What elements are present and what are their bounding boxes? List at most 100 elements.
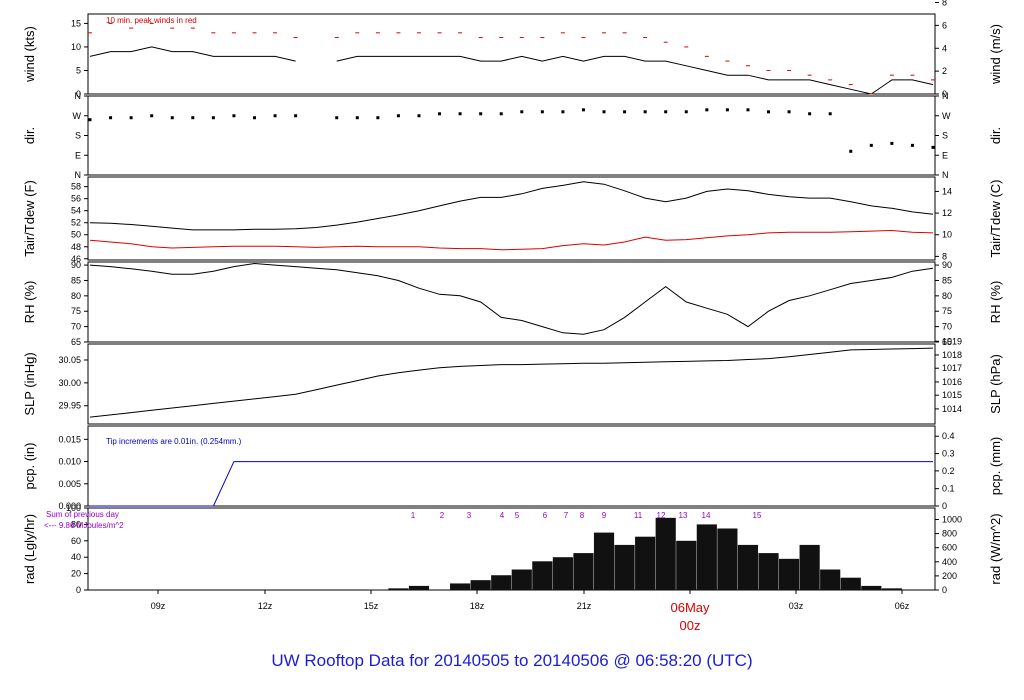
direction-point [479, 112, 483, 116]
left-tick-label: 15 [71, 18, 81, 28]
right-tick-label: 85 [942, 275, 952, 285]
left-tick-label: 80 [71, 519, 81, 529]
right-tick-label: 0.2 [942, 466, 955, 476]
x-tick-label: 21z [577, 601, 592, 611]
left-tick-label: 52 [71, 218, 81, 228]
hour-mark: 13 [679, 511, 688, 520]
ylabel-right: pcp. (mm) [988, 437, 1003, 496]
hour-mark: 2 [440, 511, 445, 520]
direction-point [643, 110, 647, 114]
direction-point [705, 108, 709, 112]
radiation-bar [799, 544, 820, 590]
right-tick-label: 1000 [942, 514, 962, 524]
direction-point [561, 110, 565, 114]
left-tick-label: 58 [71, 182, 81, 192]
ylabel-left: Tair/Tdew (F) [22, 180, 37, 257]
right-tick-label: E [942, 150, 948, 160]
direction-point [458, 112, 462, 116]
ylabel-right: dir. [988, 127, 1003, 144]
right-tick-label: 8 [942, 0, 947, 8]
radiation-bar [388, 588, 409, 590]
radiation-bar [635, 536, 656, 590]
direction-point [252, 116, 256, 120]
left-tick-label: 0 [76, 89, 81, 99]
wind-annotation: 10 min. peak winds in red [106, 16, 197, 25]
direction-point [273, 114, 277, 118]
direction-point [499, 112, 503, 116]
right-tick-label: N [942, 170, 949, 180]
right-tick-label: 400 [942, 557, 957, 567]
right-tick-label: 200 [942, 571, 957, 581]
radiation-bar [676, 540, 697, 590]
direction-point [417, 114, 421, 118]
left-tick-label: 0 [76, 585, 81, 595]
right-tick-label: 4 [942, 43, 947, 53]
right-tick-label: 90 [942, 260, 952, 270]
direction-point [520, 110, 524, 114]
right-tick-label: 1014 [942, 404, 962, 414]
hour-mark: 8 [580, 511, 585, 520]
direction-point [931, 145, 935, 149]
direction-point [746, 108, 750, 112]
series-line [90, 461, 933, 507]
ylabel-right: SLP (hPa) [988, 354, 1003, 414]
left-tick-label: 5 [76, 65, 81, 75]
radiation-bar [758, 553, 779, 590]
radiation-bar [470, 580, 491, 590]
right-tick-label: 8 [942, 251, 947, 261]
left-tick-label: 70 [71, 322, 81, 332]
right-tick-label: 600 [942, 543, 957, 553]
direction-point [581, 108, 585, 112]
right-tick-label: 1017 [942, 363, 962, 373]
right-tick-label: 0 [942, 89, 947, 99]
right-tick-label: S [942, 131, 948, 141]
ylabel-left: SLP (inHg) [22, 352, 37, 415]
x-tick-label: 18z [470, 601, 485, 611]
left-tick-label: 30.00 [58, 378, 81, 388]
direction-point [191, 116, 195, 120]
panel-frame [87, 176, 936, 261]
hour-mark: 11 [634, 511, 643, 520]
direction-point [540, 110, 544, 114]
hour-mark: 5 [515, 511, 520, 520]
direction-point [376, 116, 380, 120]
left-tick-label: 20 [71, 569, 81, 579]
radiation-bar [614, 544, 635, 590]
left-tick-label: 29.95 [58, 401, 81, 411]
left-tick-label: 30.05 [58, 355, 81, 365]
ylabel-right: wind (m/s) [988, 24, 1003, 85]
right-tick-label: 65 [942, 337, 952, 347]
left-tick-label: 0.015 [58, 434, 81, 444]
panel-frame [87, 13, 936, 95]
rad-sum-value: <--- 9.86 MJoules/m^2 [44, 521, 124, 530]
hour-mark: 7 [564, 511, 569, 520]
hour-mark: 6 [543, 511, 548, 520]
direction-point [294, 114, 298, 118]
hour-mark: 12 [657, 511, 666, 520]
left-tick-label: W [73, 111, 82, 121]
left-tick-label: 54 [71, 206, 81, 216]
date-label: 06May [670, 600, 710, 615]
left-tick-label: 100 [66, 503, 81, 513]
direction-point [150, 114, 154, 118]
right-tick-label: 75 [942, 306, 952, 316]
direction-point [725, 108, 729, 112]
direction-point [910, 143, 914, 147]
hour-mark: 3 [467, 511, 472, 520]
left-tick-label: 80 [71, 291, 81, 301]
direction-point [232, 114, 236, 118]
right-tick-label: N [942, 91, 949, 101]
right-tick-label: 0.4 [942, 431, 955, 441]
left-tick-label: 48 [71, 242, 81, 252]
radiation-bar [491, 575, 512, 590]
right-tick-label: 6 [942, 20, 947, 30]
left-tick-label: S [75, 131, 81, 141]
radiation-bar [778, 558, 800, 590]
page-title: UW Rooftop Data for 20140505 to 20140506… [271, 651, 753, 670]
left-tick-label: 85 [71, 275, 81, 285]
ylabel-right: Tair/Tdew (C) [988, 179, 1003, 257]
left-tick-label: E [75, 150, 81, 160]
panel-frame [87, 425, 936, 507]
right-tick-label: 1016 [942, 377, 962, 387]
x-tick-label: 06z [895, 601, 910, 611]
